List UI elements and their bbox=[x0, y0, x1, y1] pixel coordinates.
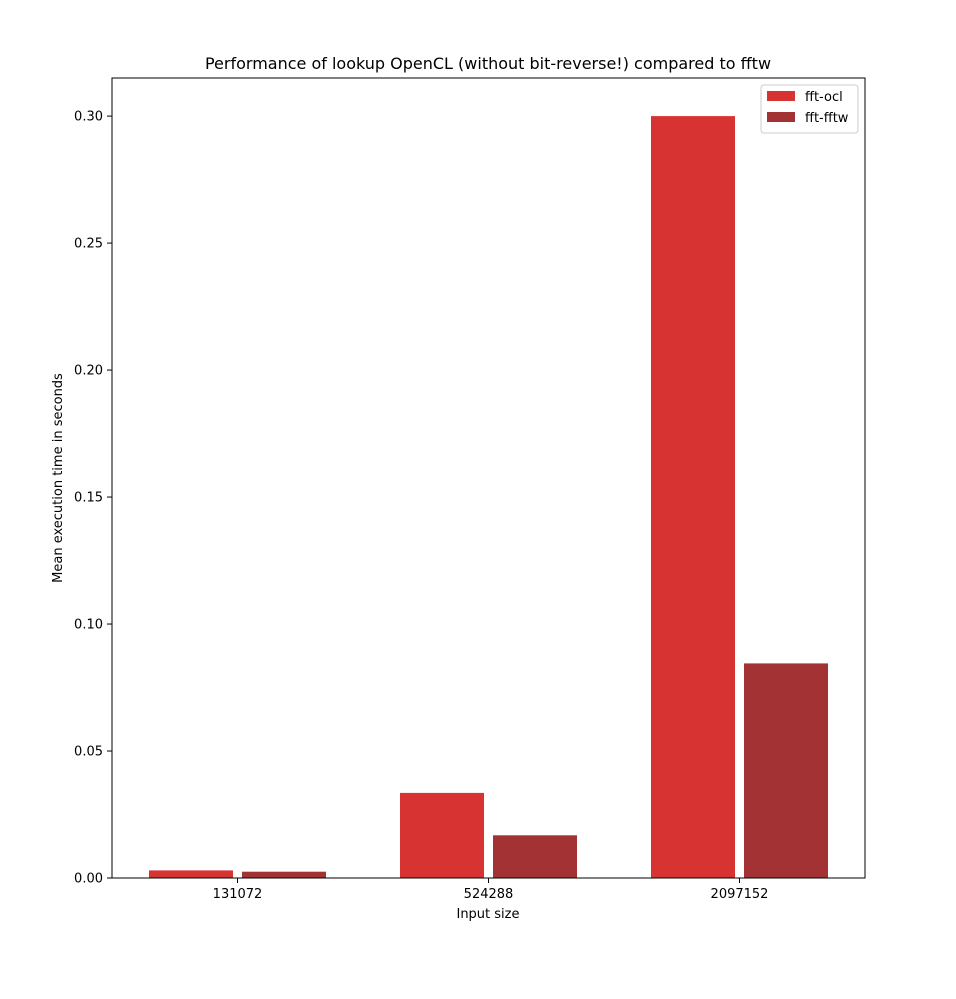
y-tick-label-0.30: 0.30 bbox=[74, 110, 103, 125]
bar-fft-ocl-2097152 bbox=[651, 116, 735, 879]
plot-area: 131072 524288 2097152 0.00 0.05 0.10 0.15 0.20 0… bbox=[74, 77, 866, 902]
x-tick-label-524288: 524288 bbox=[464, 887, 514, 902]
legend-swatch-fft-fftw bbox=[767, 112, 795, 122]
y-tick-label-0.05: 0.05 bbox=[74, 745, 103, 760]
x-tick-label-2097152: 2097152 bbox=[711, 887, 769, 902]
y-axis-label: Mean execution time in seconds bbox=[51, 373, 66, 583]
y-tick-label-0.15: 0.15 bbox=[74, 491, 103, 506]
x-axis-label: Input size bbox=[456, 907, 519, 922]
legend-swatch-fft-ocl bbox=[767, 91, 795, 101]
bar-fft-ocl-524288 bbox=[400, 792, 484, 878]
y-tick-label-0.00: 0.00 bbox=[74, 872, 103, 887]
legend-label-fft-ocl: fft-ocl bbox=[805, 90, 843, 105]
legend: fft-ocl fft-fftw bbox=[760, 84, 859, 134]
bar-fft-ocl-131072 bbox=[149, 870, 233, 878]
bar-fft-fftw-524288 bbox=[493, 835, 577, 878]
x-tick-label-131072: 131072 bbox=[213, 887, 263, 902]
y-tick-label-0.20: 0.20 bbox=[74, 364, 103, 379]
chart-title: Performance of lookup OpenCL (without bi… bbox=[205, 54, 771, 73]
bar-fft-fftw-2097152 bbox=[744, 663, 828, 878]
y-tick-label-0.25: 0.25 bbox=[74, 237, 103, 252]
legend-label-fft-fftw: fft-fftw bbox=[805, 111, 849, 126]
y-tick-label-0.10: 0.10 bbox=[74, 618, 103, 633]
bar-fft-fftw-131072 bbox=[242, 871, 326, 878]
